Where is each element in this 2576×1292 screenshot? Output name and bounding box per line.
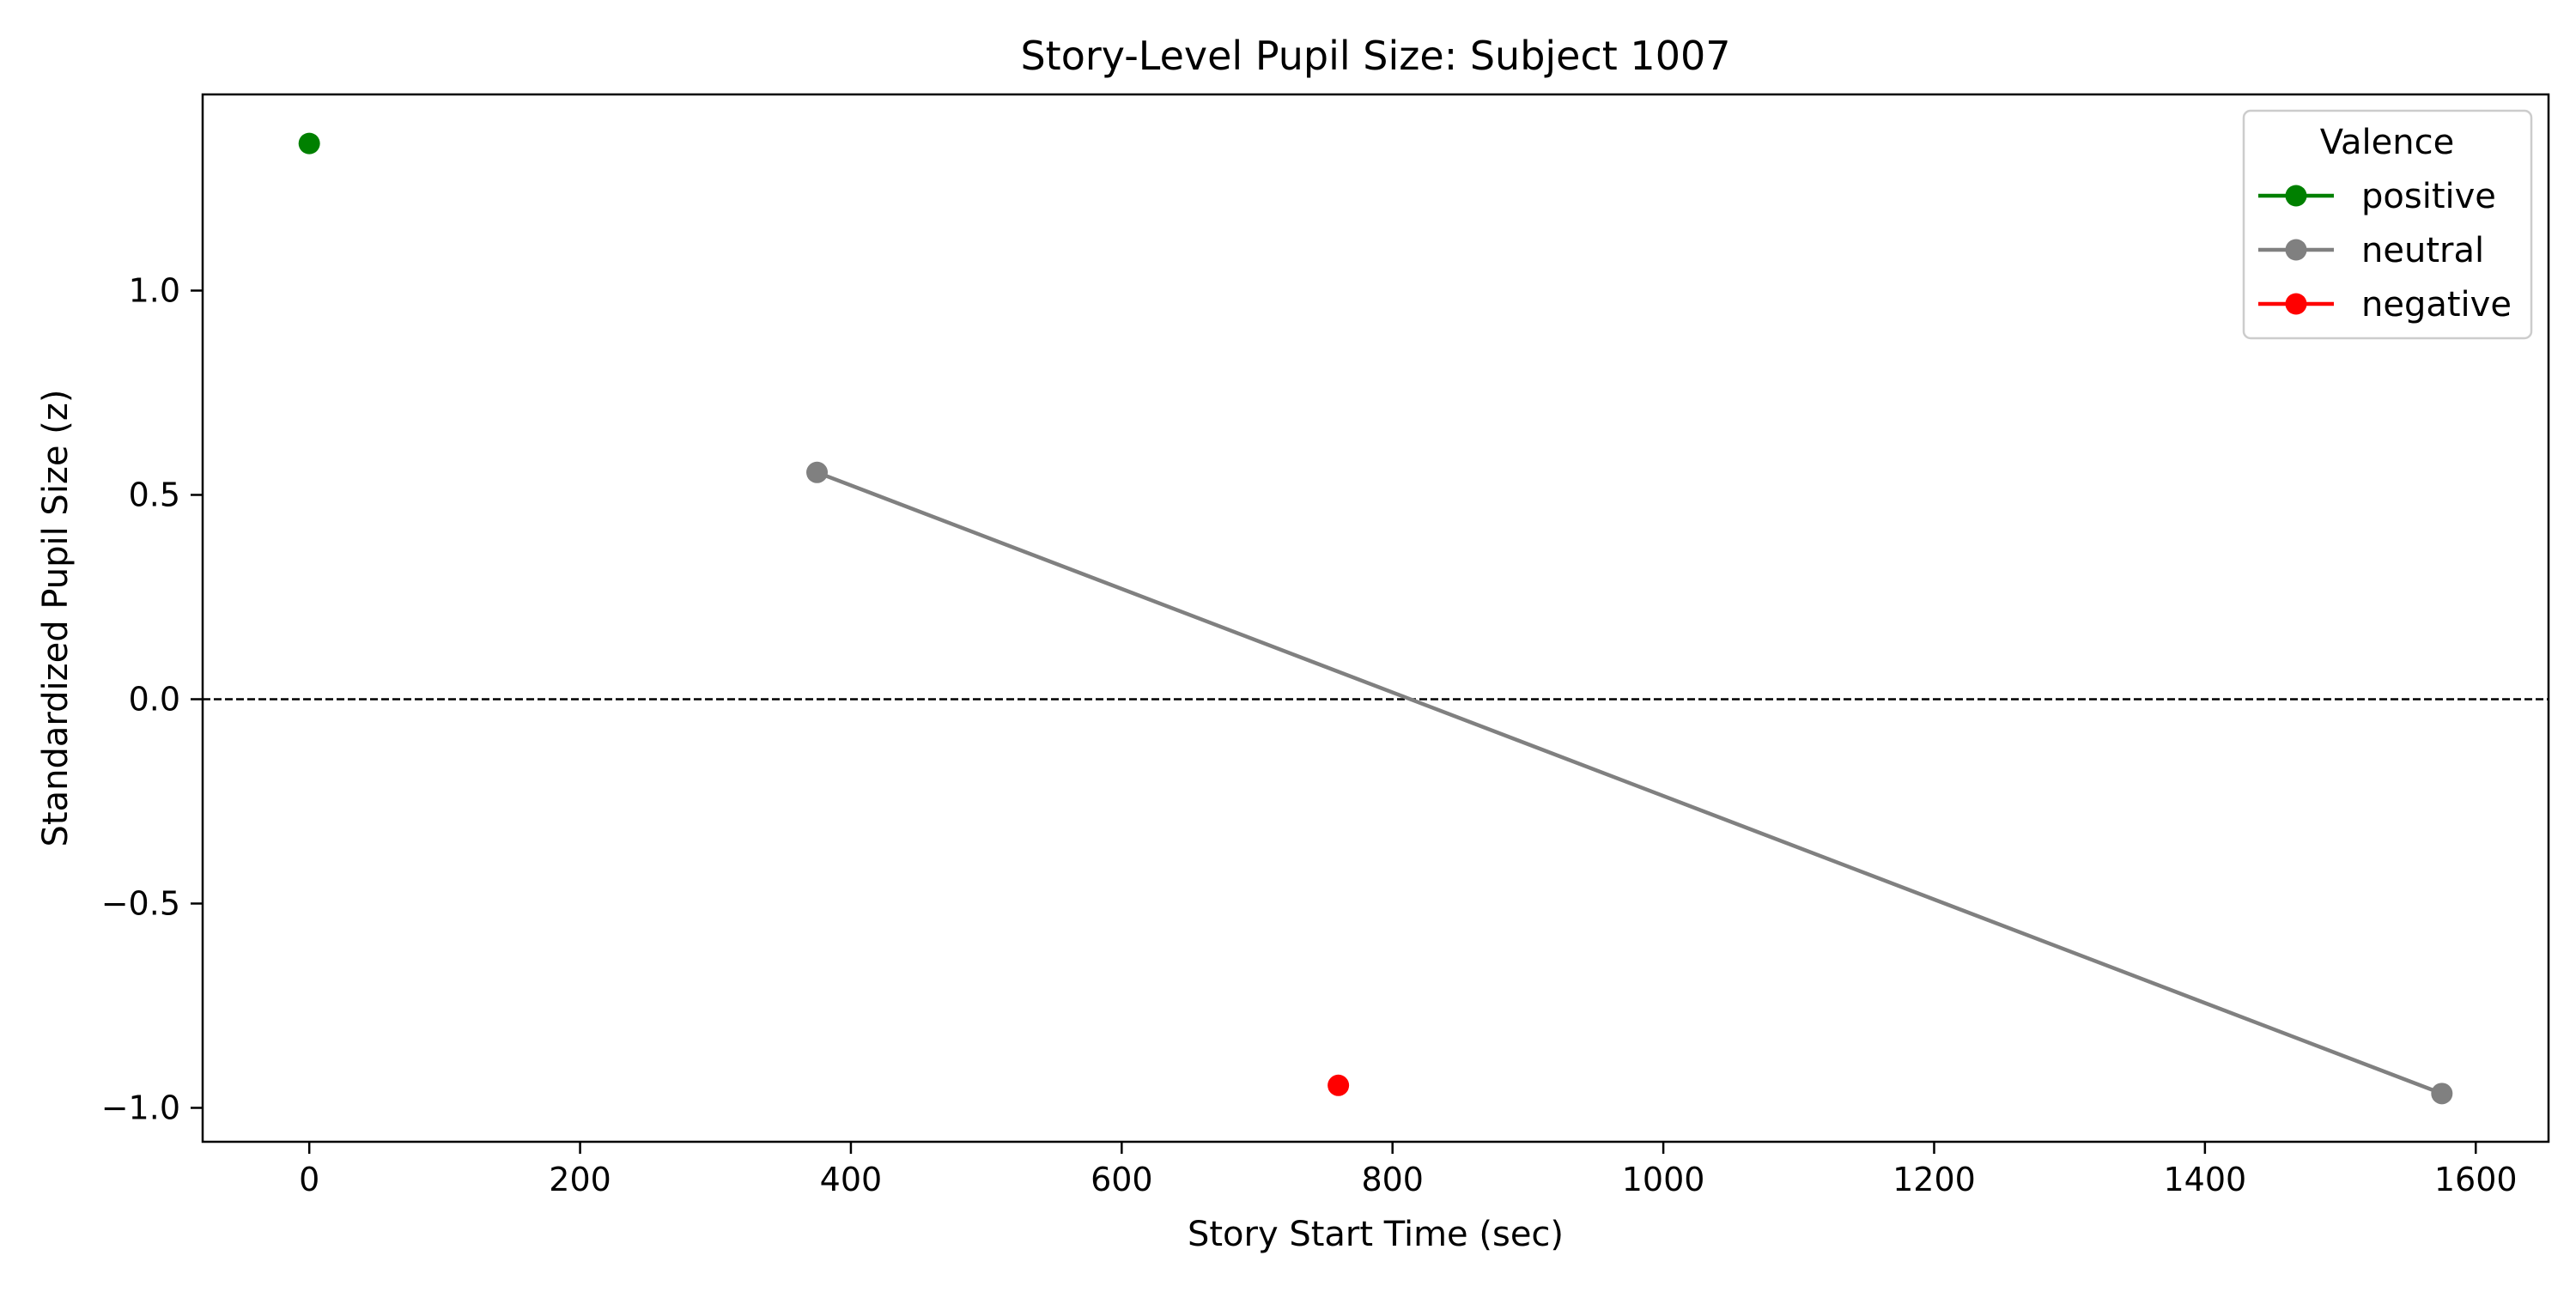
y-tick-label: −0.5 (101, 884, 180, 922)
series-line-neutral (816, 470, 2443, 1095)
series-negative (1327, 1074, 1350, 1096)
y-axis-label: Standardized Pupil Size (z) (36, 390, 76, 847)
legend-item-neutral: neutral (2258, 231, 2484, 270)
x-tick-label: 1600 (2434, 1161, 2518, 1198)
x-tick-label: 400 (820, 1161, 883, 1198)
data-point-positive-0 (298, 132, 320, 155)
x-tick-label: 1000 (1622, 1161, 1705, 1198)
y-tick-label: 0.0 (129, 680, 180, 718)
data-point-neutral-1 (2431, 1083, 2453, 1105)
y-tick-label: 0.5 (129, 476, 180, 513)
legend-label-negative: negative (2361, 285, 2512, 325)
x-tick-label: 1400 (2163, 1161, 2246, 1198)
plot-frame (201, 93, 2550, 1143)
x-tick-label: 0 (299, 1161, 319, 1198)
data-point-neutral-0 (806, 461, 829, 483)
chart-title: Story-Level Pupil Size: Subject 1007 (1020, 33, 1730, 79)
y-tick-label: −1.0 (101, 1089, 180, 1126)
x-tick-label: 200 (549, 1161, 611, 1198)
x-axis-label: Story Start Time (sec) (1188, 1215, 1564, 1254)
data-point-negative-0 (1327, 1074, 1350, 1096)
legend-label-positive: positive (2361, 177, 2496, 216)
legend-marker-negative (2285, 293, 2307, 315)
x-tick-label: 600 (1091, 1161, 1153, 1198)
y-tick-label: 1.0 (129, 271, 180, 309)
legend-marker-positive (2285, 185, 2307, 207)
x-axis: 0 200 400 600 800 1000 1200 1400 1600 (299, 1142, 2518, 1198)
series-positive (298, 132, 320, 155)
legend-frame (2242, 109, 2533, 340)
legend: Valence positive neutral negative (2242, 109, 2533, 340)
y-axis: 1.0 0.5 0.0 −0.5 −1.0 (101, 271, 203, 1126)
x-tick-label: 800 (1361, 1161, 1424, 1198)
x-tick-label: 1200 (1893, 1161, 1976, 1198)
legend-items: positive neutral negative (2258, 177, 2512, 325)
legend-item-positive: positive (2258, 177, 2496, 216)
series-neutral (806, 461, 2453, 1105)
legend-title: Valence (2320, 123, 2454, 162)
legend-label-neutral: neutral (2361, 231, 2484, 270)
plot-area (203, 132, 2549, 1105)
legend-item-negative: negative (2258, 285, 2512, 325)
legend-marker-neutral (2285, 239, 2307, 261)
